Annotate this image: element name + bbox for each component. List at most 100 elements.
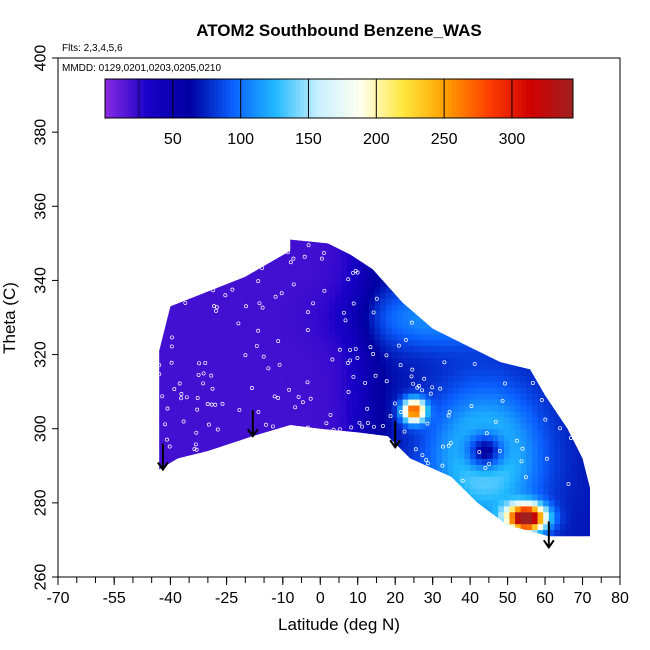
heatmap-cell	[256, 517, 263, 525]
heatmap-cell	[290, 494, 297, 501]
heatmap-cell	[543, 416, 550, 424]
heatmap-cell	[481, 316, 488, 323]
heatmap-cell	[161, 262, 168, 270]
heatmap-cell	[217, 280, 224, 287]
heatmap-cell	[307, 292, 314, 299]
heatmap-cell	[363, 292, 370, 299]
heatmap-cell	[159, 410, 162, 418]
sample-marker	[191, 267, 195, 272]
heatmap-cell	[211, 327, 218, 335]
heatmap-cell	[256, 369, 263, 376]
heatmap-cell	[183, 345, 190, 353]
heatmap-cell	[324, 488, 331, 495]
heatmap-cell	[257, 227, 263, 234]
sample-marker	[522, 298, 527, 303]
heatmap-cell	[374, 405, 381, 412]
heatmap-cell	[301, 410, 308, 418]
heatmap-cell	[537, 446, 544, 453]
heatmap-cell	[391, 529, 398, 536]
heatmap-cell	[251, 476, 258, 483]
heatmap-cell	[447, 458, 454, 465]
heatmap-cell	[251, 387, 258, 394]
heatmap-cell	[453, 363, 460, 370]
heatmap-cell	[267, 321, 274, 329]
heatmap-cell	[413, 298, 421, 305]
heatmap-cell	[487, 517, 494, 525]
heatmap-cell	[447, 410, 454, 418]
heatmap-cell	[369, 333, 376, 341]
heatmap-cell	[363, 345, 370, 353]
heatmap-cell	[189, 482, 196, 489]
heatmap-cell	[177, 316, 185, 323]
sample-marker	[209, 262, 213, 267]
heatmap-cell	[385, 488, 392, 495]
heatmap-cell	[470, 369, 477, 376]
colorbar-swatch	[167, 79, 172, 118]
colorbar-swatch	[428, 79, 434, 118]
heatmap-cell	[200, 523, 207, 531]
heatmap-cell	[194, 523, 201, 531]
heatmap-cell	[470, 274, 477, 281]
heatmap-cell	[166, 327, 173, 335]
heatmap-cell	[503, 505, 511, 513]
heatmap-cell	[234, 387, 241, 394]
heatmap-cell	[200, 227, 206, 234]
heatmap-cell	[307, 268, 314, 276]
heatmap-cell	[239, 488, 246, 495]
heatmap-cell	[172, 470, 179, 477]
colorbar-swatch	[136, 79, 141, 118]
heatmap-cell	[284, 399, 291, 406]
heatmap-cell	[172, 369, 179, 376]
heatmap-cell	[340, 256, 348, 264]
heatmap-cell	[245, 327, 252, 335]
heatmap-cell	[223, 541, 229, 548]
heatmap-cell	[200, 422, 207, 430]
heatmap-cell	[554, 511, 561, 519]
heatmap-cell	[369, 476, 376, 483]
heatmap-cell	[352, 434, 359, 442]
heatmap-cell	[492, 244, 499, 252]
heatmap-cell	[582, 511, 589, 519]
heatmap-cell	[324, 316, 331, 323]
heatmap-cell	[487, 541, 493, 548]
heatmap-cell	[329, 499, 336, 507]
heatmap-cell	[245, 488, 252, 495]
heatmap-cell	[576, 327, 584, 335]
heatmap-cell	[397, 286, 404, 293]
heatmap-cell	[588, 239, 590, 246]
heatmap-cell	[447, 505, 454, 513]
sample-marker	[230, 241, 235, 246]
heatmap-cell	[475, 286, 482, 293]
heatmap-cell	[166, 375, 173, 382]
heatmap-cell	[470, 239, 477, 246]
heatmap-cell	[543, 286, 550, 293]
heatmap-cell	[251, 488, 258, 495]
heatmap-cell	[391, 357, 398, 364]
heatmap-cell	[228, 523, 235, 531]
heatmap-cell	[194, 298, 201, 305]
heatmap-cell	[588, 298, 590, 305]
heatmap-cell	[329, 375, 336, 382]
heatmap-cell	[408, 488, 415, 495]
heatmap-cell	[543, 357, 550, 364]
heatmap-cell	[571, 434, 578, 442]
heatmap-cell	[408, 482, 415, 489]
heatmap-cell	[458, 357, 466, 364]
heatmap-cell	[582, 321, 589, 329]
heatmap-cell	[161, 369, 168, 376]
heatmap-cell	[285, 233, 291, 240]
sample-marker	[214, 305, 219, 310]
heatmap-cell	[436, 381, 443, 388]
heatmap-cell	[262, 541, 268, 548]
heatmap-cell	[408, 434, 415, 442]
heatmap-cell	[183, 446, 190, 453]
heatmap-cell	[363, 488, 370, 495]
heatmap-cell	[475, 446, 482, 453]
heatmap-cell	[251, 227, 257, 234]
heatmap-cell	[290, 351, 297, 359]
heatmap-cell	[245, 428, 252, 436]
heatmap-cell	[503, 310, 511, 317]
heatmap-cell	[520, 476, 527, 483]
heatmap-cell	[560, 523, 567, 531]
colorbar-swatch	[381, 79, 387, 118]
